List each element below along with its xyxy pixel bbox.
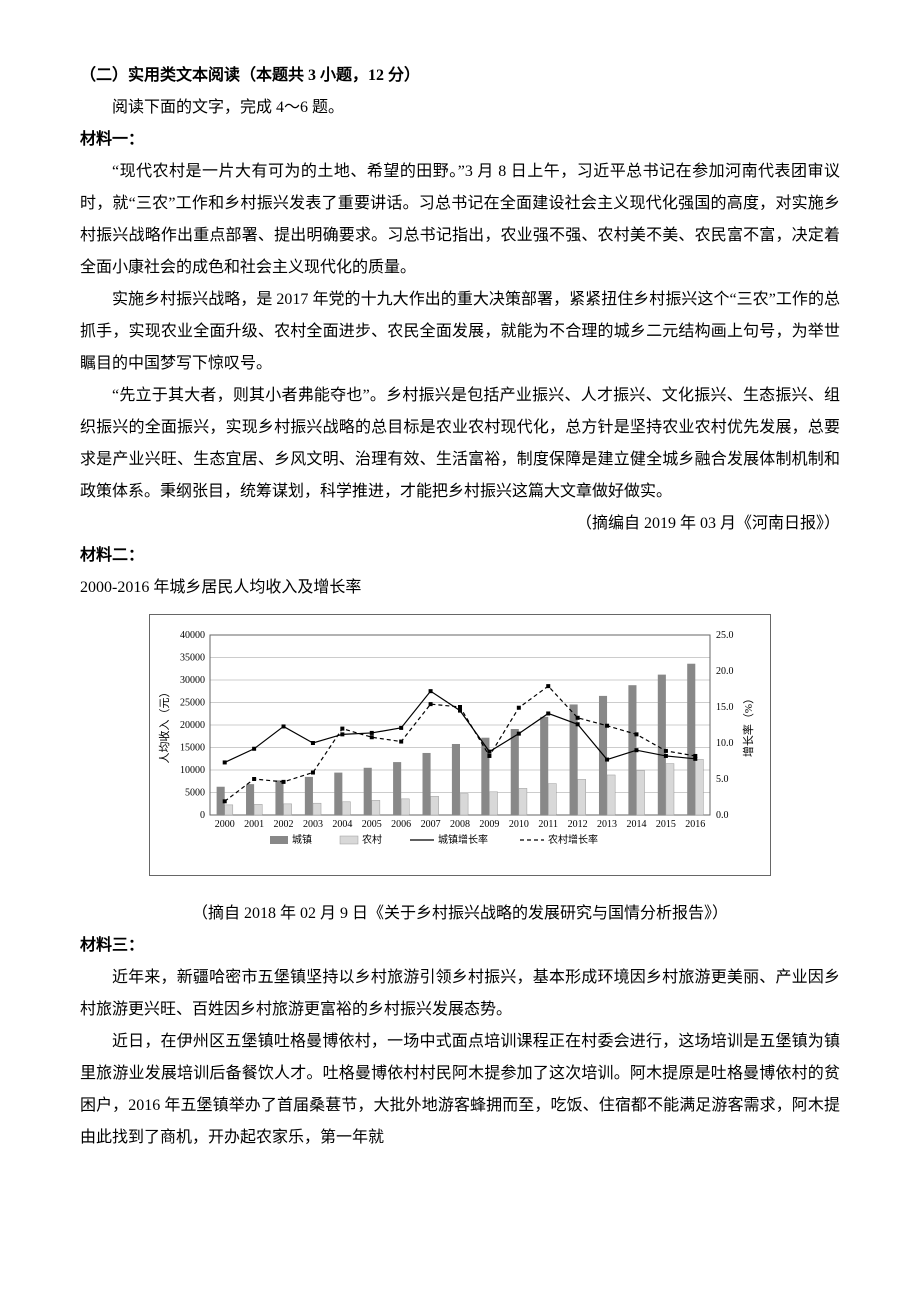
svg-text:2014: 2014 xyxy=(626,819,646,830)
instruction: 阅读下面的文字，完成 4～6 题。 xyxy=(80,92,840,124)
svg-text:5.0: 5.0 xyxy=(716,774,729,785)
svg-text:城镇增长率: 城镇增长率 xyxy=(438,833,488,846)
svg-text:人均收入（元）: 人均收入（元） xyxy=(157,687,171,764)
svg-text:2007: 2007 xyxy=(421,819,441,830)
material3-paragraph: 近日，在伊州区五堡镇吐格曼博依村，一场中式面点培训课程正在村委会进行，这场培训是… xyxy=(80,1026,840,1154)
material2-label: 材料二： xyxy=(80,547,144,564)
material1-label: 材料一： xyxy=(80,131,144,148)
svg-text:城镇: 城镇 xyxy=(292,833,312,846)
svg-text:30000: 30000 xyxy=(180,675,205,686)
svg-text:10000: 10000 xyxy=(180,765,205,776)
svg-text:2000: 2000 xyxy=(215,819,235,830)
svg-text:2010: 2010 xyxy=(509,819,529,830)
svg-text:2005: 2005 xyxy=(362,819,382,830)
material1-paragraph: “现代农村是一片大有可为的土地、希望的田野。”3 月 8 日上午，习近平总书记在… xyxy=(80,156,840,284)
svg-text:2002: 2002 xyxy=(274,819,294,830)
svg-text:20000: 20000 xyxy=(180,720,205,731)
material3-paragraph: 近年来，新疆哈密市五堡镇坚持以乡村旅游引领乡村振兴，基本形成环境因乡村旅游更美丽… xyxy=(80,962,840,1026)
svg-text:15.0: 15.0 xyxy=(716,702,734,713)
svg-text:2013: 2013 xyxy=(597,819,617,830)
svg-text:农村: 农村 xyxy=(362,833,382,846)
svg-text:农村增长率: 农村增长率 xyxy=(548,833,598,846)
svg-text:2009: 2009 xyxy=(479,819,499,830)
material1-paragraph: 实施乡村振兴战略，是 2017 年党的十九大作出的重大决策部署，紧紧扭住乡村振兴… xyxy=(80,284,840,380)
svg-text:2001: 2001 xyxy=(244,819,264,830)
svg-text:5000: 5000 xyxy=(185,788,205,799)
svg-text:2008: 2008 xyxy=(450,819,470,830)
material3-label: 材料三： xyxy=(80,937,144,954)
svg-text:40000: 40000 xyxy=(180,630,205,641)
svg-text:2004: 2004 xyxy=(332,819,352,830)
svg-text:0.0: 0.0 xyxy=(716,810,729,821)
section-header: （二）实用类文本阅读（本题共 3 小题，12 分） xyxy=(80,67,420,84)
income-growth-chart: 0 5000 10000 15000 20000 25000 30000 35000 40000… xyxy=(80,614,840,888)
svg-text:15000: 15000 xyxy=(180,743,205,754)
svg-text:2016: 2016 xyxy=(685,819,705,830)
svg-text:0: 0 xyxy=(200,810,205,821)
svg-text:25.0: 25.0 xyxy=(716,630,734,641)
svg-text:25000: 25000 xyxy=(180,698,205,709)
material1-source: （摘编自 2019 年 03 月《河南日报》） xyxy=(80,508,840,540)
svg-text:2006: 2006 xyxy=(391,819,411,830)
svg-text:35000: 35000 xyxy=(180,653,205,664)
chart-title: 2000-2016 年城乡居民人均收入及增长率 xyxy=(80,572,840,604)
svg-text:2015: 2015 xyxy=(656,819,676,830)
svg-text:10.0: 10.0 xyxy=(716,738,734,749)
svg-text:增长率（%）: 增长率（%） xyxy=(741,693,755,757)
svg-text:2012: 2012 xyxy=(568,819,588,830)
svg-text:2011: 2011 xyxy=(538,819,558,830)
svg-text:20.0: 20.0 xyxy=(716,666,734,677)
material2-source: （摘自 2018 年 02 月 9 日《关于乡村振兴战略的发展研究与国情分析报告… xyxy=(80,898,840,930)
material1-paragraph: “先立于其大者，则其小者弗能夺也”。乡村振兴是包括产业振兴、人才振兴、文化振兴、… xyxy=(80,380,840,508)
svg-text:2003: 2003 xyxy=(303,819,323,830)
